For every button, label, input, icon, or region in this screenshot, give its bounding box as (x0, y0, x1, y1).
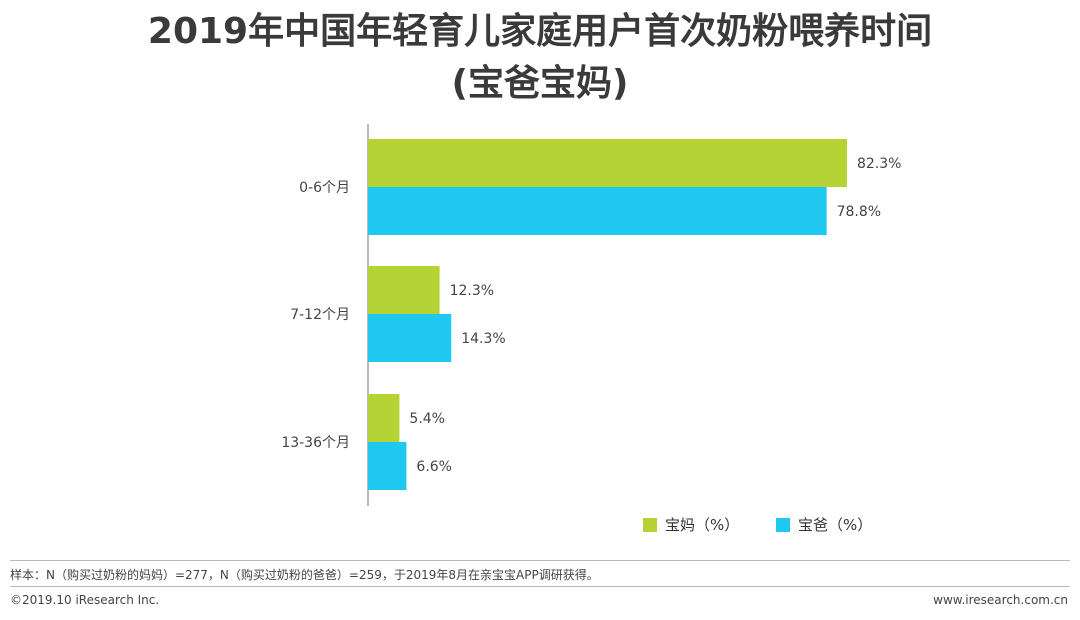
data-label: 5.4% (409, 411, 445, 427)
legend-item-dad: 宝爸（%） (776, 514, 872, 535)
footer-divider-bottom (10, 586, 1070, 587)
category-label: 7-12个月 (290, 307, 350, 323)
bar-mom (368, 394, 400, 442)
data-label: 14.3% (461, 331, 505, 347)
data-label: 6.6% (416, 459, 452, 475)
bar-dad (368, 187, 827, 235)
category-label: 0-6个月 (299, 180, 350, 196)
bar-mom (368, 266, 440, 314)
copyright: ©2019.10 iResearch Inc. (10, 593, 160, 607)
legend-swatch-mom (643, 517, 657, 532)
website: www.iresearch.com.cn (933, 593, 1068, 607)
data-label: 78.8% (837, 204, 881, 220)
data-label: 12.3% (450, 283, 494, 299)
bar-dad (368, 442, 407, 490)
footer-divider-top (10, 560, 1070, 561)
chart-subtitle: (宝爸宝妈) (451, 63, 629, 104)
chart-title: 2019年中国年轻育儿家庭用户首次奶粉喂养时间 (147, 11, 933, 52)
bar-mom (368, 139, 847, 187)
bar-dad (368, 314, 452, 362)
data-label: 82.3% (857, 156, 901, 172)
legend-item-mom: 宝妈（%） (643, 514, 739, 535)
legend-label-dad: 宝爸（%） (798, 516, 873, 534)
sample-note: 样本：N（购买过奶粉的妈妈）=277，N（购买过奶粉的爸爸）=259，于2019… (10, 568, 599, 582)
legend-label-mom: 宝妈（%） (665, 516, 740, 534)
legend-swatch-dad (776, 517, 790, 532)
category-label: 13-36个月 (281, 435, 350, 451)
